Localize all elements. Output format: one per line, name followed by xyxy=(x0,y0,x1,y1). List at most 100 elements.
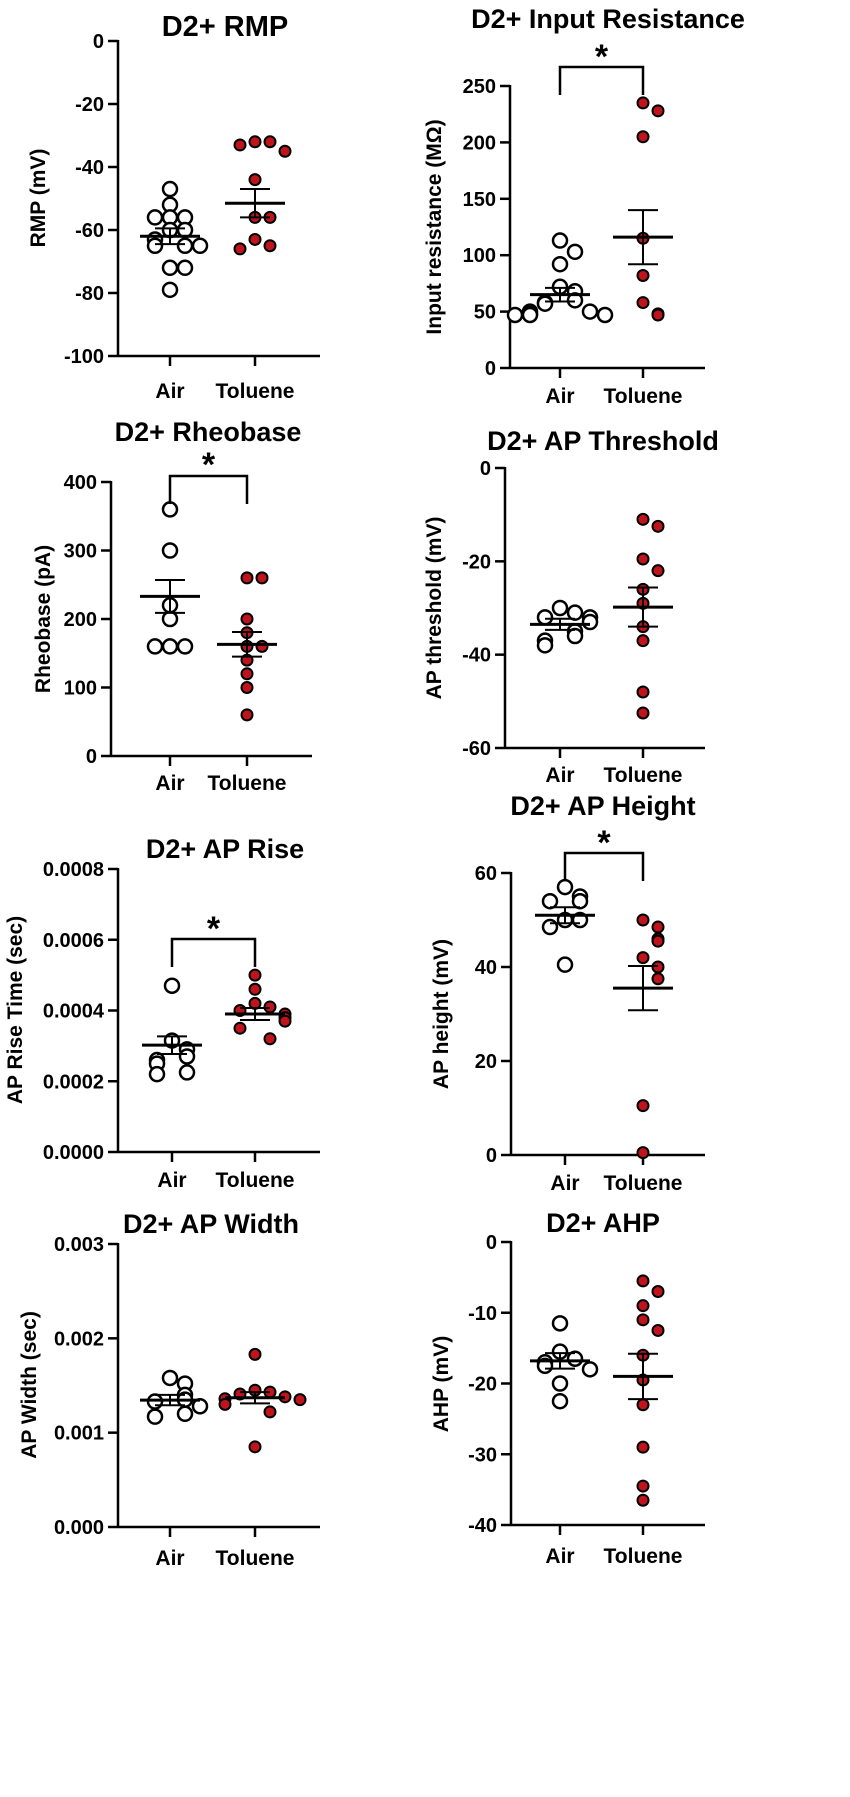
y-tick-label: 0.0000 xyxy=(43,1142,104,1164)
data-point-toluene xyxy=(651,564,665,578)
y-tick-label: -10 xyxy=(468,1303,497,1325)
data-point-air xyxy=(581,303,599,320)
y-axis-label: Rheobase (pA) xyxy=(32,545,55,693)
data-point-toluene xyxy=(636,1299,650,1313)
y-tick-label: -40 xyxy=(75,157,104,179)
y-axis-label: RMP (mV) xyxy=(27,149,50,248)
data-point-toluene xyxy=(636,1274,650,1288)
y-tick-label: -60 xyxy=(75,220,104,242)
data-point-toluene xyxy=(651,1323,665,1337)
significance-marker: * xyxy=(597,824,611,862)
data-point-air xyxy=(541,892,559,910)
data-point-toluene xyxy=(636,951,650,965)
data-point-toluene xyxy=(240,612,254,626)
x-category-label: Air xyxy=(155,380,184,403)
data-point-air xyxy=(566,604,584,621)
chart-panel-ap_rise: D2+ AP Rise AP Rise Time (sec) 0.0008 0.000… xyxy=(4,834,320,1192)
data-point-air xyxy=(566,627,584,645)
data-point-air xyxy=(176,259,194,277)
data-point-toluene xyxy=(651,934,665,948)
x-category-label: Toluene xyxy=(216,380,295,403)
y-tick-label: -40 xyxy=(462,645,491,667)
significance-bracket xyxy=(558,65,645,95)
y-tick-label: 40 xyxy=(475,957,497,979)
data-point-air xyxy=(176,638,194,655)
data-point-toluene xyxy=(636,552,650,566)
y-tick-label: 60 xyxy=(475,863,497,885)
x-category-label: Toluene xyxy=(216,1169,295,1192)
x-category-label: Air xyxy=(157,1169,186,1192)
data-point-air xyxy=(581,613,599,631)
data-point-toluene xyxy=(651,1285,665,1299)
data-point-toluene xyxy=(636,1313,650,1327)
data-point-air xyxy=(161,180,179,198)
data-point-air xyxy=(551,1392,569,1410)
data-point-air xyxy=(551,599,569,617)
y-tick-label: 0.002 xyxy=(54,1328,104,1350)
data-point-toluene xyxy=(248,1347,262,1361)
x-category-label: Toluene xyxy=(604,764,683,787)
data-point-air xyxy=(176,237,194,254)
y-tick-label: 20 xyxy=(475,1051,497,1073)
y-tick-label: 0 xyxy=(486,1145,497,1167)
significance-marker: * xyxy=(202,446,216,484)
chart-panel-ap_height: D2+ AP Height AP height (mV) 60 40 20 0 Air Tol… xyxy=(430,791,705,1195)
data-point-toluene xyxy=(636,634,650,648)
data-point-toluene xyxy=(248,232,262,246)
data-point-air xyxy=(161,281,179,299)
data-point-toluene xyxy=(233,1021,247,1035)
data-point-toluene xyxy=(263,1405,277,1419)
x-category-label: Air xyxy=(550,1172,579,1195)
y-tick-label: 100 xyxy=(64,678,97,700)
x-category-label: Air xyxy=(545,1545,574,1568)
data-point-air xyxy=(178,1048,196,1065)
data-point-toluene xyxy=(636,1479,650,1493)
data-point-toluene xyxy=(240,571,254,585)
data-point-air xyxy=(551,1315,569,1332)
data-point-toluene xyxy=(636,1146,650,1160)
chart-panel-ap_threshold: D2+ AP Threshold AP threshold (mV) 0 -20 -40… xyxy=(423,426,719,787)
y-axis-label: AP threshold (mV) xyxy=(423,517,446,700)
y-tick-label: -30 xyxy=(468,1444,497,1466)
data-point-air xyxy=(161,259,179,277)
y-tick-label: 0 xyxy=(485,358,496,380)
data-point-toluene xyxy=(636,706,650,720)
data-point-toluene xyxy=(278,144,292,158)
data-point-air xyxy=(536,637,554,654)
x-category-label: Air xyxy=(545,764,574,787)
x-category-label: Air xyxy=(155,1547,184,1570)
data-point-toluene xyxy=(240,667,254,681)
data-point-toluene xyxy=(248,968,262,982)
data-point-toluene xyxy=(636,685,650,699)
data-point-toluene xyxy=(255,639,269,653)
y-tick-label: 0.0006 xyxy=(43,930,104,952)
significance-marker: * xyxy=(595,38,609,76)
data-point-air xyxy=(161,542,179,559)
data-point-air xyxy=(146,1408,164,1425)
y-tick-label: -80 xyxy=(75,283,104,305)
y-tick-label: 200 xyxy=(463,132,496,154)
data-point-air xyxy=(506,306,524,324)
data-point-air xyxy=(163,977,181,994)
data-point-toluene xyxy=(636,296,650,310)
data-point-toluene xyxy=(218,1397,232,1411)
significance-bracket xyxy=(168,474,249,504)
y-axis-label: AHP (mV) xyxy=(430,1336,453,1432)
data-point-toluene xyxy=(255,571,269,585)
y-axis-label: AP Width (sec) xyxy=(18,1311,41,1459)
data-point-air xyxy=(161,610,179,628)
data-point-toluene xyxy=(233,242,247,256)
chart-panel-ap_width: D2+ AP Width AP Width (sec) 0.003 0.002 0.00… xyxy=(18,1209,320,1570)
chart-title: D2+ Input Resistance xyxy=(471,4,745,34)
y-tick-label: 300 xyxy=(64,541,97,563)
y-axis-label: AP Rise Time (sec) xyxy=(4,916,27,1104)
data-point-air xyxy=(536,295,554,312)
data-point-toluene xyxy=(233,138,247,152)
x-category-label: Air xyxy=(155,772,184,795)
y-tick-label: 0.0002 xyxy=(43,1071,104,1093)
chart-panel-rheobase: D2+ Rheobase Rheobase (pA) 400 300 200 100 0 Ai… xyxy=(32,417,312,795)
x-category-label: Toluene xyxy=(604,385,683,408)
x-category-label: Air xyxy=(545,385,574,408)
y-tick-label: -100 xyxy=(64,346,104,368)
